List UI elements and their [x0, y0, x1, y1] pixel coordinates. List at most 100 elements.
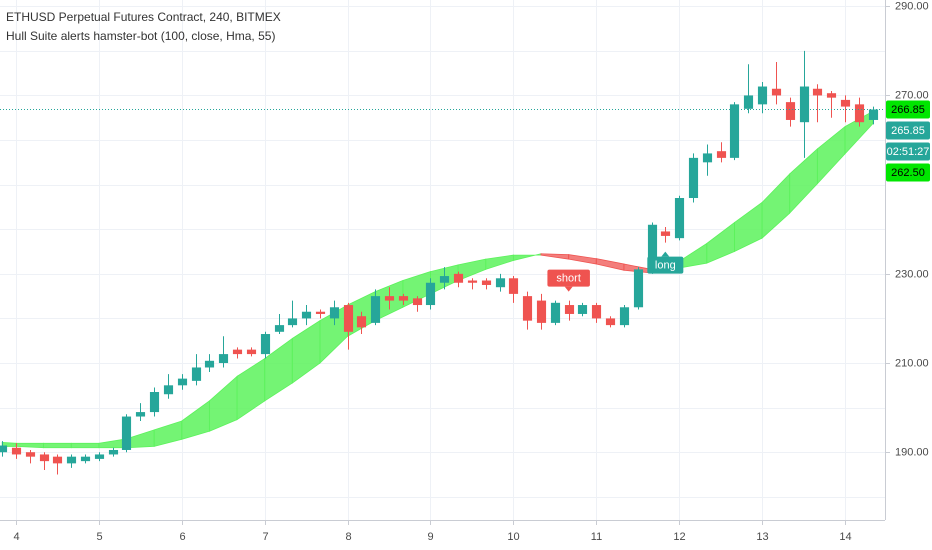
y-tick-label: 190.00 — [895, 446, 929, 458]
x-tick-label: 12 — [673, 531, 685, 543]
price-label-box — [886, 100, 930, 119]
candle-body — [0, 445, 8, 453]
price-label-box — [886, 142, 930, 161]
axes: 290.00 270.00 230.00 210.00 190.00 4 5 6 7 8 9 10 11… — [13, 0, 930, 543]
hull-band — [43, 442, 72, 449]
candle-body — [688, 157, 699, 199]
candle-body — [108, 449, 119, 455]
candle-body — [301, 311, 312, 319]
candle-body — [564, 305, 575, 314]
signal-pointer — [564, 286, 573, 292]
x-tick-label: 13 — [756, 531, 768, 543]
candle-body — [743, 95, 754, 109]
signal-box — [547, 269, 590, 287]
candle-body — [232, 349, 243, 355]
y-tick-label: 290.00 — [895, 0, 929, 12]
candle-body — [287, 318, 298, 326]
countdown-label: 02:51:27 — [887, 146, 930, 158]
candle-body — [868, 109, 879, 120]
candle-body — [246, 349, 257, 355]
candle-body — [191, 367, 202, 381]
signal-box — [647, 256, 684, 274]
price-label: 262.50 — [891, 167, 925, 179]
candle-body — [260, 334, 271, 355]
x-tick-label: 14 — [839, 531, 851, 543]
indicator-title: Hull Suite alerts hamster-bot (100, clos… — [6, 29, 275, 43]
candle-body — [80, 456, 91, 462]
hull-band — [70, 442, 100, 449]
candle-body — [854, 104, 865, 123]
price-label: 266.85 — [891, 104, 925, 116]
candle-body — [370, 296, 381, 323]
candle-body — [398, 296, 409, 301]
candle-body — [660, 231, 671, 236]
price-label: 265.85 — [891, 125, 925, 137]
candle-body — [94, 454, 105, 459]
candle-body — [633, 269, 644, 308]
candle-body — [577, 305, 588, 314]
candle-body — [121, 416, 132, 450]
candle-body — [11, 447, 22, 455]
candle-body — [163, 385, 174, 395]
x-tick-label: 6 — [179, 531, 185, 543]
candle-body — [384, 296, 395, 301]
y-tick-label: 270.00 — [895, 89, 929, 101]
candle-body — [522, 296, 533, 321]
candle-body — [591, 305, 602, 319]
x-tick-label: 4 — [13, 531, 19, 543]
candle-body — [826, 93, 837, 98]
candle-body — [453, 273, 464, 283]
y-tick-label: 210.00 — [895, 357, 929, 369]
candle-body — [647, 224, 658, 272]
candle-body — [439, 276, 450, 283]
signal-label: long — [655, 260, 676, 272]
x-tick-label: 8 — [345, 531, 351, 543]
plot-area: short long — [0, 50, 885, 475]
candle-body — [550, 302, 561, 323]
signal: long — [647, 251, 684, 274]
candle-body — [315, 311, 326, 314]
candle-body — [135, 412, 146, 417]
candle-body — [66, 456, 77, 464]
candle-body — [218, 354, 229, 364]
candle-body — [425, 282, 436, 306]
candle-body — [204, 360, 215, 368]
candle-body — [508, 278, 519, 294]
candle-body — [149, 392, 160, 413]
x-tick-label: 9 — [427, 531, 433, 543]
candle-body — [674, 198, 685, 239]
candle-body — [495, 278, 506, 288]
candle-body — [52, 456, 63, 464]
candle-body — [467, 280, 478, 283]
candle-body — [274, 325, 285, 332]
x-tick-label: 10 — [507, 531, 519, 543]
signal: short — [547, 269, 590, 292]
signal-pointer — [661, 251, 670, 257]
price-label-box — [886, 163, 930, 182]
candle-body — [840, 99, 851, 107]
chart-title: ETHUSD Perpetual Futures Contract, 240, … — [6, 10, 281, 24]
candle-body — [177, 378, 188, 386]
signal-label: short — [556, 272, 580, 284]
candle-body — [25, 452, 36, 457]
candle-body — [412, 298, 423, 306]
candle-body — [356, 316, 367, 328]
candle-body — [799, 86, 810, 123]
candle-body — [757, 86, 768, 105]
candle-body — [729, 104, 740, 158]
candle-body — [605, 318, 616, 326]
candle-body — [716, 151, 727, 158]
x-tick-label: 11 — [591, 531, 602, 543]
x-tick-label: 5 — [96, 531, 102, 543]
price-label-box — [886, 121, 930, 140]
candle-body — [481, 280, 492, 285]
candle-body — [536, 300, 547, 323]
y-tick-label: 230.00 — [895, 268, 929, 280]
candle-body — [343, 305, 354, 332]
candle-body — [785, 102, 796, 120]
candle-body — [329, 307, 340, 319]
candle-body — [812, 88, 823, 96]
candle-body — [619, 307, 630, 326]
